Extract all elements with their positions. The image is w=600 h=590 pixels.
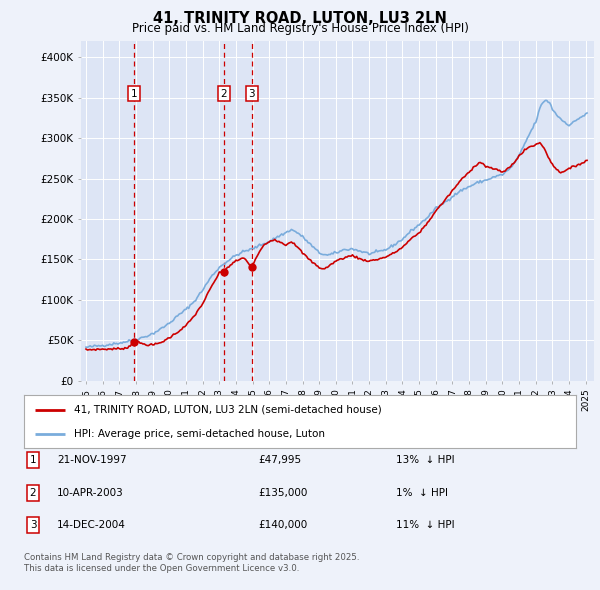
- Text: 1: 1: [131, 89, 137, 99]
- Text: 2: 2: [220, 89, 227, 99]
- Text: 41, TRINITY ROAD, LUTON, LU3 2LN (semi-detached house): 41, TRINITY ROAD, LUTON, LU3 2LN (semi-d…: [74, 405, 382, 415]
- Text: 2: 2: [29, 488, 37, 497]
- Text: 3: 3: [29, 520, 37, 530]
- Text: 14-DEC-2004: 14-DEC-2004: [57, 520, 126, 530]
- Text: £47,995: £47,995: [258, 455, 301, 465]
- Text: 10-APR-2003: 10-APR-2003: [57, 488, 124, 497]
- Text: Contains HM Land Registry data © Crown copyright and database right 2025.
This d: Contains HM Land Registry data © Crown c…: [24, 553, 359, 573]
- Text: 1%  ↓ HPI: 1% ↓ HPI: [396, 488, 448, 497]
- Text: 1: 1: [29, 455, 37, 465]
- Text: 13%  ↓ HPI: 13% ↓ HPI: [396, 455, 455, 465]
- Text: 11%  ↓ HPI: 11% ↓ HPI: [396, 520, 455, 530]
- Text: 21-NOV-1997: 21-NOV-1997: [57, 455, 127, 465]
- Text: 41, TRINITY ROAD, LUTON, LU3 2LN: 41, TRINITY ROAD, LUTON, LU3 2LN: [153, 11, 447, 25]
- Text: Price paid vs. HM Land Registry's House Price Index (HPI): Price paid vs. HM Land Registry's House …: [131, 22, 469, 35]
- Text: 3: 3: [248, 89, 255, 99]
- Text: HPI: Average price, semi-detached house, Luton: HPI: Average price, semi-detached house,…: [74, 429, 325, 439]
- Text: £135,000: £135,000: [258, 488, 307, 497]
- Text: £140,000: £140,000: [258, 520, 307, 530]
